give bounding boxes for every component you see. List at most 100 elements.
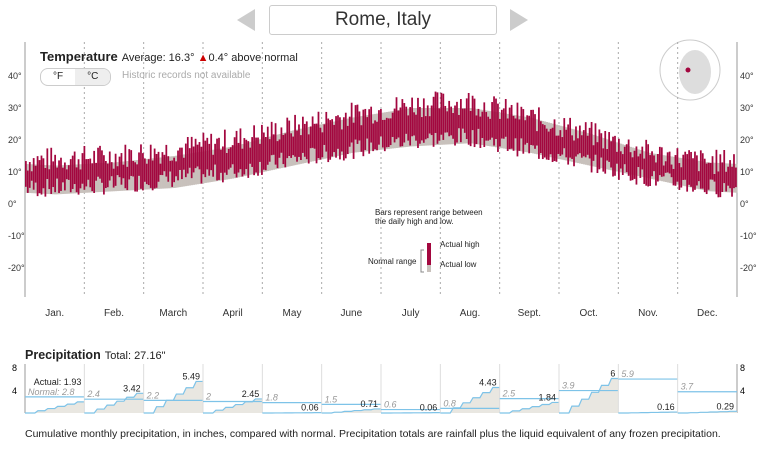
- daily-temperature-bar: [331, 119, 334, 157]
- daily-temperature-bar: [393, 108, 396, 143]
- precip-normal-label: 3.9: [562, 381, 575, 391]
- y-tick-left: 0°: [8, 199, 17, 209]
- daily-temperature-bar: [518, 119, 521, 151]
- daily-temperature-bar: [713, 173, 716, 182]
- daily-temperature-bar: [616, 151, 618, 164]
- precip-normal-label: 2.4: [86, 389, 100, 399]
- daily-temperature-bar: [637, 156, 640, 168]
- daily-temperature-bar: [520, 106, 523, 139]
- daily-temperature-bar: [532, 109, 534, 146]
- daily-temperature-bar: [233, 137, 236, 174]
- normal-range-bar: [163, 157, 166, 189]
- daily-temperature-bar: [311, 116, 314, 148]
- legend-actual-low: Actual low: [440, 260, 477, 269]
- daily-temperature-bar: [52, 161, 55, 188]
- next-city-button[interactable]: [510, 9, 528, 31]
- daily-temperature-bar: [268, 139, 271, 162]
- precip-actual-label: 0.16: [657, 402, 675, 412]
- daily-temperature-bar: [321, 132, 324, 158]
- daily-temperature-bar: [434, 91, 437, 133]
- precip-normal-label: 5.9: [621, 369, 634, 379]
- daily-temperature-bar: [143, 158, 146, 182]
- daily-temperature-bar: [719, 154, 722, 198]
- daily-temperature-bar: [315, 123, 318, 164]
- daily-temperature-bar: [235, 130, 238, 178]
- daily-temperature-bar: [210, 133, 213, 171]
- daily-temperature-bar: [684, 151, 687, 180]
- daily-temperature-bar: [227, 148, 230, 170]
- daily-temperature-bar: [506, 118, 509, 151]
- daily-temperature-bar: [149, 144, 152, 188]
- daily-temperature-bar: [186, 136, 189, 174]
- daily-temperature-bar: [625, 144, 628, 173]
- daily-temperature-bar: [89, 158, 92, 188]
- daily-temperature-bar: [249, 147, 252, 164]
- up-triangle-icon: ▲: [197, 52, 209, 64]
- daily-temperature-bar: [623, 146, 626, 165]
- daily-temperature-bar: [136, 164, 138, 192]
- daily-temperature-bar: [50, 147, 53, 194]
- month-label: Nov.: [638, 308, 658, 319]
- daily-temperature-bar: [83, 145, 86, 190]
- daily-temperature-bar: [270, 121, 273, 156]
- daily-temperature-bar: [296, 130, 298, 162]
- daily-temperature-bar: [547, 131, 550, 160]
- daily-temperature-bar: [491, 102, 493, 138]
- precip-normal-label: 1.5: [325, 394, 339, 404]
- daily-temperature-bar: [253, 125, 255, 176]
- precip-actual-label: 0.06: [301, 403, 319, 413]
- month-label: March: [159, 308, 187, 319]
- unit-f-button[interactable]: °F: [53, 71, 64, 82]
- daily-temperature-bar: [184, 143, 187, 178]
- daily-temperature-bar: [460, 98, 462, 143]
- daily-temperature-bar: [335, 116, 337, 158]
- daily-temperature-bar: [664, 161, 667, 173]
- precip-normal-label: 3.7: [681, 382, 695, 392]
- precip-actual-line: [677, 410, 737, 414]
- daily-temperature-bar: [409, 107, 412, 146]
- precip-actual-area: [84, 393, 144, 413]
- daily-temperature-bar: [237, 142, 240, 173]
- daily-temperature-bar: [36, 156, 39, 197]
- daily-temperature-bar: [668, 151, 671, 174]
- month-label: May: [283, 308, 302, 319]
- precip-actual-label: 0.06: [420, 403, 438, 413]
- daily-temperature-bar: [561, 137, 564, 155]
- daily-temperature-bar: [54, 154, 57, 193]
- daily-temperature-bar: [145, 163, 148, 185]
- daily-temperature-bar: [194, 138, 197, 169]
- daily-temperature-bar: [286, 117, 289, 159]
- precipitation-header: Precipitation Total: 27.16": [25, 348, 166, 362]
- precip-actual-area: [559, 378, 619, 413]
- daily-temperature-bar: [26, 170, 29, 193]
- unit-c-button[interactable]: °C: [75, 69, 111, 85]
- daily-temperature-bar: [278, 139, 281, 158]
- daily-temperature-bar: [300, 135, 302, 161]
- precip-tick-left: 8: [12, 363, 17, 373]
- daily-temperature-bar: [565, 129, 568, 158]
- daily-temperature-bar: [370, 106, 373, 143]
- daily-temperature-bar: [40, 155, 43, 195]
- daily-temperature-bar: [200, 146, 203, 184]
- daily-temperature-bar: [294, 114, 296, 157]
- precip-actual-label: Actual: 1.93: [34, 377, 82, 387]
- daily-temperature-bar: [134, 162, 136, 192]
- daily-temperature-bar: [395, 97, 398, 140]
- daily-temperature-bar: [206, 137, 209, 170]
- daily-temperature-bar: [448, 100, 451, 137]
- daily-temperature-bar: [729, 160, 731, 189]
- daily-temperature-bar: [588, 127, 591, 159]
- daily-temperature-bar: [401, 99, 404, 147]
- daily-temperature-bar: [419, 106, 421, 144]
- precipitation-total: Total: 27.16": [104, 350, 166, 362]
- daily-temperature-bar: [723, 150, 726, 184]
- precip-actual-line: [84, 392, 144, 414]
- city-title[interactable]: Rome, Italy: [269, 5, 497, 35]
- unit-toggle[interactable]: °F °C: [40, 68, 112, 86]
- daily-temperature-bar: [329, 120, 332, 160]
- daily-temperature-bar: [477, 108, 480, 129]
- daily-temperature-bar: [528, 115, 531, 154]
- daily-temperature-bar: [735, 167, 737, 188]
- daily-temperature-bar: [161, 152, 164, 176]
- previous-city-button[interactable]: [237, 9, 255, 31]
